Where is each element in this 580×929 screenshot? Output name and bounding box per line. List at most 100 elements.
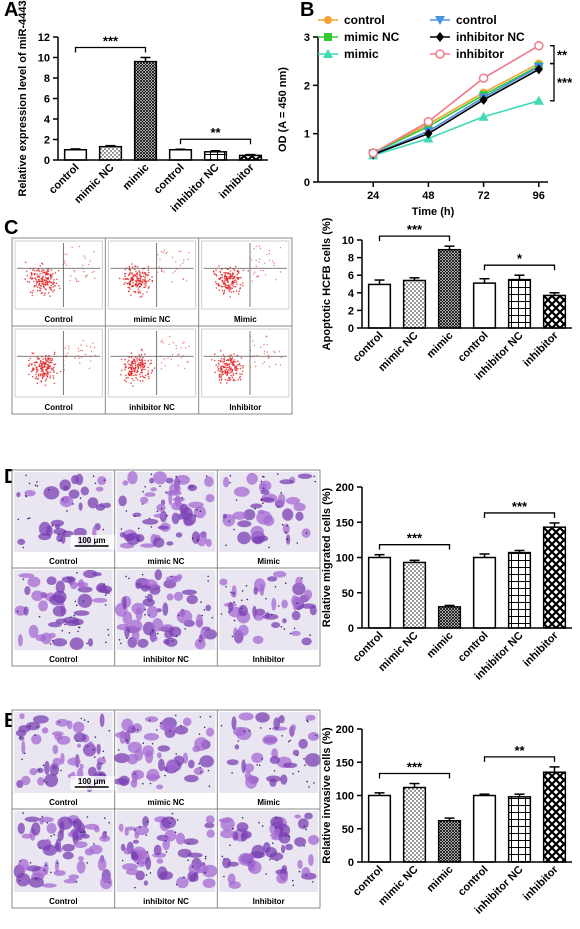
pore: [194, 515, 197, 517]
flow-event: [239, 378, 242, 381]
y-tick-label: 4: [348, 288, 355, 300]
cell-blob: [99, 835, 110, 842]
pore: [50, 871, 52, 874]
flow-event: [233, 277, 235, 280]
cell-blob: [281, 599, 288, 609]
cell-blob: [78, 579, 84, 589]
pore: [101, 763, 103, 765]
cell-blob: [175, 832, 185, 845]
flow-event: [48, 366, 51, 368]
flow-event: [126, 278, 129, 280]
cell-blob: [37, 777, 45, 786]
cell-blob: [252, 605, 257, 618]
comparison-bracket: [483, 512, 556, 518]
pore: [197, 539, 199, 541]
flow-event: [260, 269, 262, 272]
flow-event: [273, 262, 275, 264]
flow-event: [232, 360, 235, 363]
cell-blob: [21, 740, 26, 755]
bar: [367, 283, 392, 329]
cell-blob: [69, 637, 84, 650]
cell-blob: [55, 580, 65, 594]
flow-event: [134, 363, 137, 365]
flow-event: [44, 384, 47, 387]
flow-event: [166, 251, 168, 254]
cell-blob: [255, 712, 270, 723]
cell-blob: [245, 775, 258, 789]
flow-event: [228, 284, 230, 287]
x-tick-label: inhibitor: [521, 629, 561, 669]
flow-event: [160, 341, 162, 343]
flow-event: [43, 364, 45, 367]
pore: [75, 881, 78, 883]
cell-blob: [232, 511, 247, 520]
data-point: [368, 148, 378, 158]
pore: [142, 742, 145, 744]
image-label: inhibitor NC: [143, 655, 189, 664]
cell-blob: [146, 605, 158, 619]
flow-event: [33, 272, 36, 275]
y-tick-label: 0: [348, 623, 354, 635]
cell-blob: [294, 814, 302, 819]
x-tick-label: control: [351, 330, 386, 365]
cell-blob: [124, 828, 129, 836]
image-label: Inhibitor: [253, 897, 285, 906]
flow-event: [44, 380, 47, 382]
pore: [107, 634, 110, 636]
flow-event: [167, 357, 169, 359]
pore: [314, 480, 317, 483]
cell-blob: [276, 873, 288, 884]
flow-event: [236, 283, 238, 285]
data-point: [533, 95, 544, 105]
pore: [184, 628, 186, 630]
flow-event: [232, 363, 234, 366]
flow-event: [40, 370, 42, 373]
flow-event: [53, 353, 56, 356]
flow-event: [36, 290, 39, 292]
flow-event: [162, 271, 165, 273]
pore: [19, 736, 22, 739]
pore: [83, 719, 86, 721]
flow-event: [226, 272, 228, 274]
pore: [229, 474, 232, 477]
flow-event: [52, 369, 55, 372]
flow-event: [30, 278, 33, 280]
flow-event: [130, 363, 132, 366]
cell-blob: [168, 491, 173, 506]
flow-event: [53, 289, 56, 292]
flow-event: [229, 277, 231, 279]
pore: [104, 817, 106, 819]
flow-event: [220, 370, 222, 373]
pore: [74, 600, 77, 603]
flow-event: [137, 365, 139, 368]
flow-event: [134, 360, 137, 362]
image-label: Control: [44, 315, 72, 324]
y-tick-label: 6: [44, 94, 50, 106]
flow-event: [146, 291, 148, 293]
flow-event: [220, 376, 222, 379]
x-tick-label: 24: [367, 190, 380, 202]
flow-event: [223, 271, 225, 274]
pore: [171, 640, 174, 642]
pore: [240, 607, 243, 609]
flow-event: [48, 367, 50, 370]
flow-event: [172, 342, 175, 344]
flow-event: [232, 378, 235, 380]
pore: [286, 524, 289, 527]
flow-event: [53, 363, 55, 366]
cell-blob: [118, 823, 124, 832]
flow-event: [83, 255, 86, 257]
image-label: Control: [44, 403, 72, 412]
flow-event: [83, 270, 85, 273]
pore: [199, 766, 201, 769]
flow-event: [52, 272, 54, 275]
flow-event: [213, 359, 216, 362]
cell-blob: [77, 593, 93, 608]
flow-event: [141, 281, 144, 283]
flow-event: [147, 373, 150, 375]
pore: [22, 578, 25, 581]
flow-event: [273, 264, 275, 267]
flow-event: [148, 278, 151, 281]
flow-event: [77, 347, 80, 350]
pore: [120, 642, 122, 645]
